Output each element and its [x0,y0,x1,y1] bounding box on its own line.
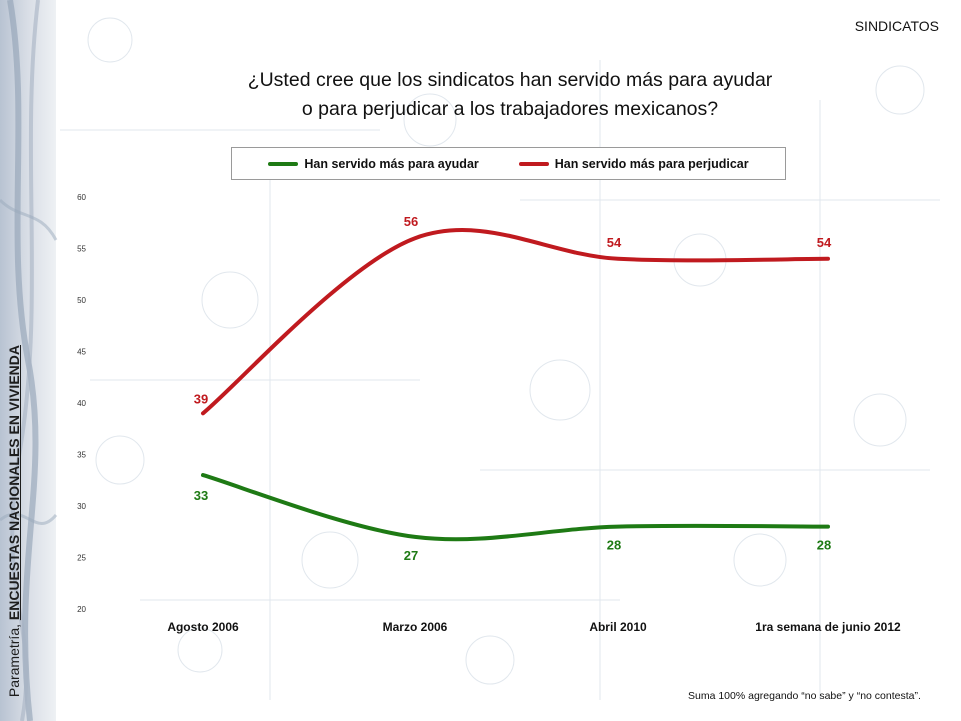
y-tick-label: 60 [77,193,86,202]
data-label: 54 [817,235,832,250]
y-tick-label: 50 [77,296,86,305]
legend-item-ayudar: Han servido más para ayudar [268,156,479,171]
legend-swatch-perjudicar [518,161,549,166]
data-label: 28 [607,538,621,553]
y-tick-label: 40 [77,399,86,408]
source-prefix: Parametría, [6,624,22,698]
data-label: 28 [817,538,831,553]
y-tick-label: 30 [77,502,86,511]
series-line-perjudicar [201,228,830,416]
x-tick-label: 1ra semana de junio 2012 [755,620,901,634]
data-label: 56 [404,214,418,229]
data-label: 33 [194,488,208,503]
chart-title-line-2: o para perjudicar a los trabajadores mex… [301,98,719,120]
data-label: 27 [404,548,418,563]
legend-item-perjudicar: Han servido más para perjudicar [518,156,749,171]
y-tick-label: 55 [77,245,86,254]
chart-legend: Han servido más para ayudar Han servido … [231,147,786,180]
footnote: Suma 100% agregando “no sabe” y “no cont… [688,690,921,702]
legend-label-perjudicar: Han servido más para perjudicar [554,156,749,171]
series-line-ayudar [201,473,830,542]
chart-title: ¿Usted cree que los sindicatos han servi… [180,66,840,124]
x-tick-label: Abril 2010 [589,620,647,634]
section-label: SINDICATOS [854,18,939,34]
x-tick-label: Marzo 2006 [383,620,448,634]
y-tick-label: 20 [77,605,86,614]
y-tick-label: 35 [77,451,86,460]
source-bold: ENCUESTAS NACIONALES EN VIVIENDA [6,345,22,621]
source-side-label: Parametría, ENCUESTAS NACIONALES EN VIVI… [6,345,22,705]
data-label: 54 [607,235,622,250]
y-tick-label: 25 [77,554,86,563]
data-label: 39 [194,391,208,406]
legend-label-ayudar: Han servido más para ayudar [304,156,479,171]
x-tick-label: Agosto 2006 [167,620,239,634]
chart-title-line-1: ¿Usted cree que los sindicatos han servi… [247,69,773,91]
y-tick-label: 45 [77,348,86,357]
legend-swatch-ayudar [268,161,299,166]
